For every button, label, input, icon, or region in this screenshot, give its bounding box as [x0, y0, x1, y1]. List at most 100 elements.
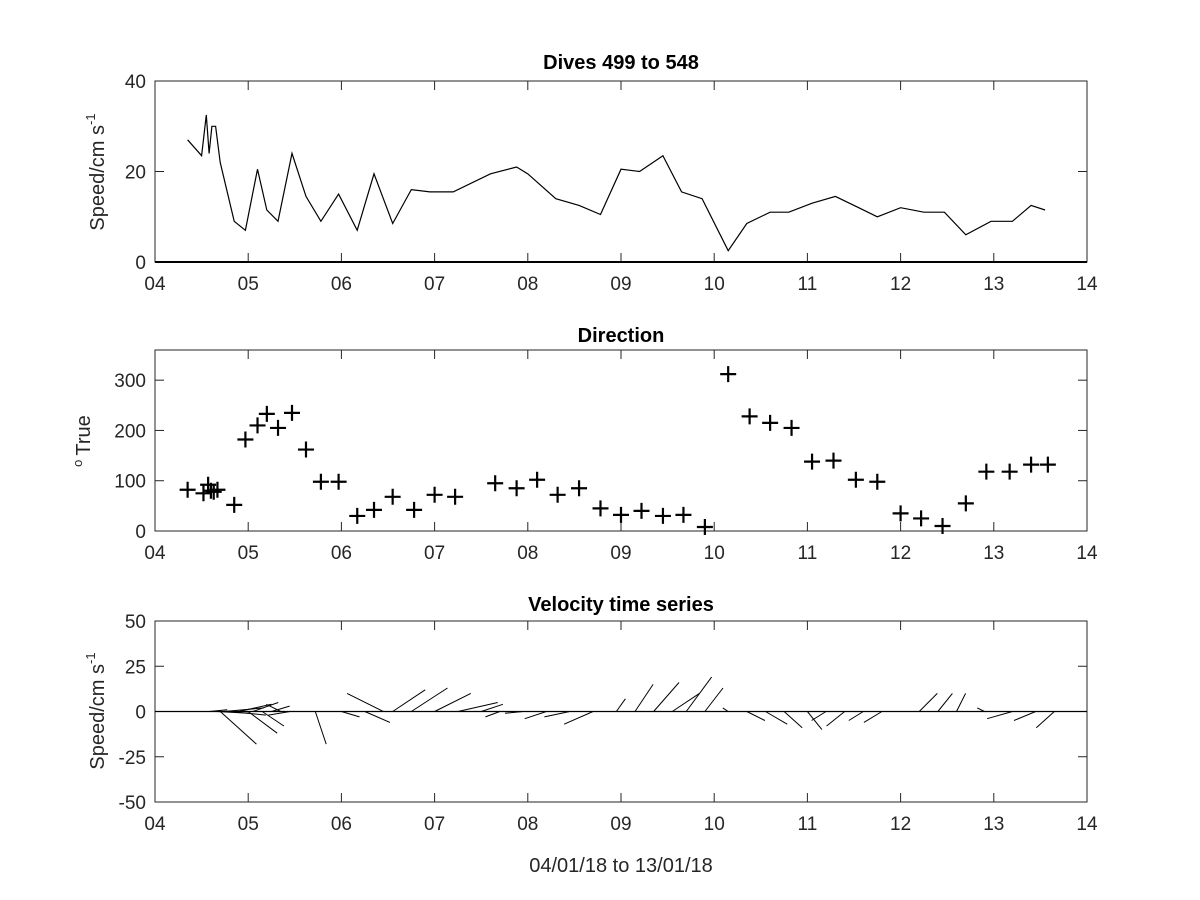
velocity-feather-stick: [266, 703, 282, 712]
speed-ytick-label: 0: [135, 253, 146, 274]
direction-point-marker: [592, 500, 609, 517]
velocity-xtick-label: 13: [983, 814, 1004, 835]
direction-point-marker: [366, 501, 383, 518]
velocity-feather-stick: [563, 711, 594, 725]
direction-point-marker: [258, 405, 275, 422]
velocity-feather-stick: [746, 711, 766, 721]
direction-panel-title: Direction: [578, 325, 665, 347]
velocity-ytick-label: 25: [125, 657, 146, 678]
direction-point-marker: [237, 431, 254, 448]
direction-xtick-label: 11: [798, 543, 818, 564]
direction-xtick-label: 13: [983, 543, 1004, 564]
direction-xtick-label: 14: [1076, 543, 1098, 564]
direction-point-marker: [571, 480, 588, 497]
velocity-panel: Velocity time series Speed/cm s-1 04/01/…: [83, 594, 1098, 877]
direction-point-marker: [349, 507, 366, 524]
speed-ytick-label: 20: [125, 163, 146, 184]
velocity-xtick-label: 05: [238, 814, 259, 835]
velocity-feather-stick: [219, 711, 257, 745]
direction-point-marker: [847, 471, 864, 488]
direction-xtick-label: 07: [424, 543, 445, 564]
velocity-feather-stick: [685, 676, 713, 712]
velocity-feather-stick: [485, 711, 501, 718]
direction-point-marker: [447, 488, 464, 505]
speed-xtick-label: 11: [798, 274, 818, 295]
direction-ytick-label: 0: [135, 522, 146, 543]
direction-point-marker: [957, 495, 974, 512]
velocity-feather-stick: [1035, 711, 1055, 729]
velocity-ytick-label: 0: [135, 703, 146, 724]
velocity-panel-ylabel: Speed/cm s-1: [83, 652, 109, 769]
velocity-feather-stick: [653, 682, 680, 712]
direction-point-marker: [226, 496, 243, 513]
direction-point-marker: [1023, 456, 1040, 473]
direction-ytick-label: 200: [114, 421, 146, 442]
velocity-xtick-label: 09: [610, 814, 631, 835]
direction-point-marker: [179, 481, 196, 498]
velocity-feather-stick: [807, 711, 823, 730]
velocity-feather-stick: [434, 692, 472, 712]
velocity-feather-stick: [634, 684, 654, 712]
direction-point-marker: [613, 506, 629, 523]
velocity-feather-stick: [314, 711, 327, 745]
direction-point-marker: [249, 417, 266, 434]
direction-point-marker: [892, 505, 909, 522]
velocity-feather-stick: [722, 707, 729, 712]
speed-xtick-label: 13: [983, 274, 1004, 295]
velocity-feather-stick: [364, 711, 391, 723]
velocity-feather-stick: [457, 702, 498, 712]
velocity-xtick-label: 06: [331, 814, 352, 835]
velocity-ylabel-sup: -1: [83, 652, 98, 664]
direction-xtick-label: 09: [610, 543, 631, 564]
velocity-feather-stick: [765, 711, 788, 725]
velocity-feather-stick: [252, 702, 279, 712]
velocity-xtick-label: 14: [1076, 814, 1098, 835]
velocity-feather-stick: [209, 709, 228, 712]
direction-point-marker: [696, 518, 713, 535]
velocity-feather-stick: [976, 707, 985, 712]
velocity-feather-stick: [392, 689, 426, 712]
direction-point-marker: [934, 517, 951, 534]
direction-xtick-label: 06: [331, 543, 352, 564]
velocity-xtick-label: 11: [798, 814, 818, 835]
velocity-ylabel-text: Speed/cm s: [87, 664, 109, 770]
speed-xtick-label: 12: [890, 274, 911, 295]
speed-panel: Dives 499 to 548 Speed/cm s-1 04 05 06 07 08…: [83, 52, 1098, 295]
direction-ytick-label: 100: [114, 472, 146, 493]
velocity-feather-stick: [229, 711, 266, 716]
velocity-feather-stick: [238, 703, 272, 712]
direction-xtick-label: 05: [238, 543, 259, 564]
direction-point-marker: [549, 486, 566, 503]
velocity-feather-stick: [481, 703, 504, 712]
direction-point-marker: [1039, 456, 1056, 473]
direction-point-marker: [869, 473, 886, 490]
velocity-feather-stick: [247, 711, 278, 734]
direction-axes-box: [154, 349, 1088, 532]
velocity-feather-stick: [268, 711, 291, 716]
velocity-panel-xlabel: 04/01/18 to 13/01/18: [529, 855, 713, 877]
direction-point-marker: [783, 419, 800, 436]
velocity-feather-stick: [986, 711, 1013, 720]
velocity-feather-stick: [524, 711, 547, 720]
direction-point-marker: [804, 453, 821, 470]
velocity-feather-stick: [937, 693, 953, 712]
velocity-feather-stick: [1013, 711, 1036, 721]
direction-ylabel-prefix: o: [70, 460, 85, 467]
speed-xtick-label: 06: [331, 274, 352, 295]
velocity-feather-stick: [783, 711, 803, 729]
direction-point-marker: [406, 501, 423, 518]
direction-point-marker: [205, 483, 222, 500]
direction-point-marker: [529, 471, 546, 488]
direction-point-marker: [270, 419, 287, 436]
velocity-ytick-label: 50: [125, 612, 146, 633]
direction-point-marker: [209, 481, 226, 498]
velocity-xtick-label: 12: [890, 814, 911, 835]
velocity-feather-stick: [341, 711, 360, 718]
direction-point-marker: [487, 475, 504, 492]
speed-xtick-label: 14: [1076, 274, 1098, 295]
direction-ylabel-text: True: [73, 415, 95, 455]
direction-point-marker: [384, 488, 401, 505]
speed-panel-ylabel: Speed/cm s-1: [83, 113, 109, 230]
velocity-feather-stick: [223, 707, 264, 712]
